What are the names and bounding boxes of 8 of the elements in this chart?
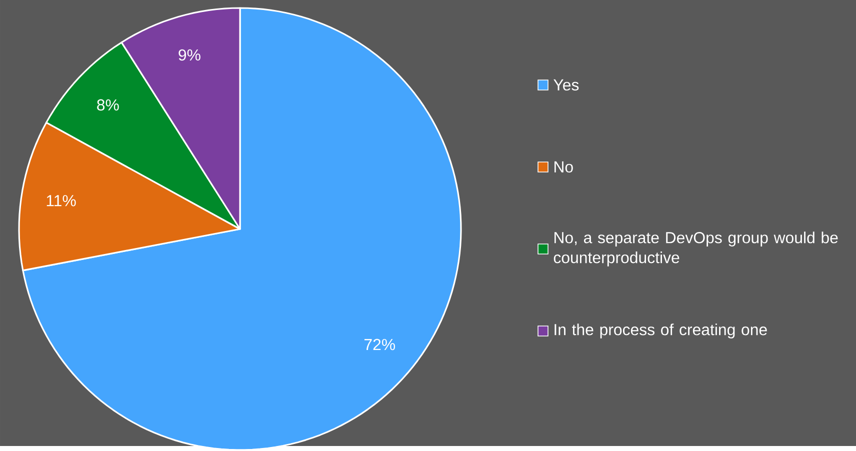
data-label: 11%: [46, 195, 76, 206]
legend-label: No: [554, 162, 573, 173]
data-label: 72%: [364, 339, 396, 350]
legend-label: Yes: [554, 80, 579, 91]
legend-label: No, a separate DevOps group would be counterproductive: [554, 232, 838, 266]
legend-label: In the process of creating one: [554, 324, 767, 339]
data-label: 8%: [97, 99, 119, 111]
data-label: 9%: [178, 49, 200, 61]
